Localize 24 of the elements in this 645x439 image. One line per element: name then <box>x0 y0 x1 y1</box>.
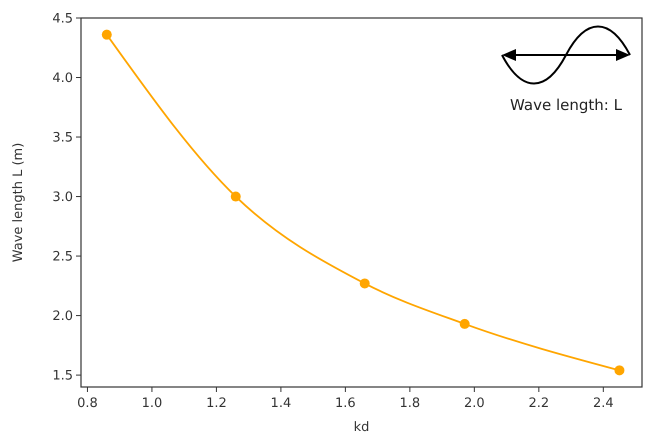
annotation: Wave length: L <box>510 96 623 114</box>
y-tick-label: 3.5 <box>52 130 73 146</box>
y-tick-label: 2.5 <box>52 250 73 265</box>
y-tick-label: 1.5 <box>52 368 73 384</box>
x-tick-label: 2.0 <box>464 396 485 411</box>
point <box>460 318 470 329</box>
point <box>102 30 112 40</box>
point <box>360 278 370 288</box>
y-tick-label: 2.0 <box>52 309 73 324</box>
x-tick-label: 2.4 <box>592 396 614 411</box>
x-tick-label: 1.6 <box>335 396 356 411</box>
x-tick-label: 1.0 <box>142 396 162 411</box>
x-tick-label: 2.2 <box>528 396 550 411</box>
y-axis-title: Wave length L (m) <box>11 142 26 262</box>
y-tick-label: 4.0 <box>52 71 73 86</box>
x-axis-title: kd <box>354 420 370 435</box>
point <box>230 192 241 202</box>
x-tick-label: 1.2 <box>206 396 227 411</box>
y-tick-label: 4.5 <box>52 12 73 27</box>
x-tick-label: 1.4 <box>270 396 292 411</box>
x-tick-label: 0.8 <box>77 396 98 411</box>
point <box>614 365 624 376</box>
y-tick-label: 3.0 <box>52 190 73 206</box>
x-tick-label: 1.8 <box>400 396 420 411</box>
